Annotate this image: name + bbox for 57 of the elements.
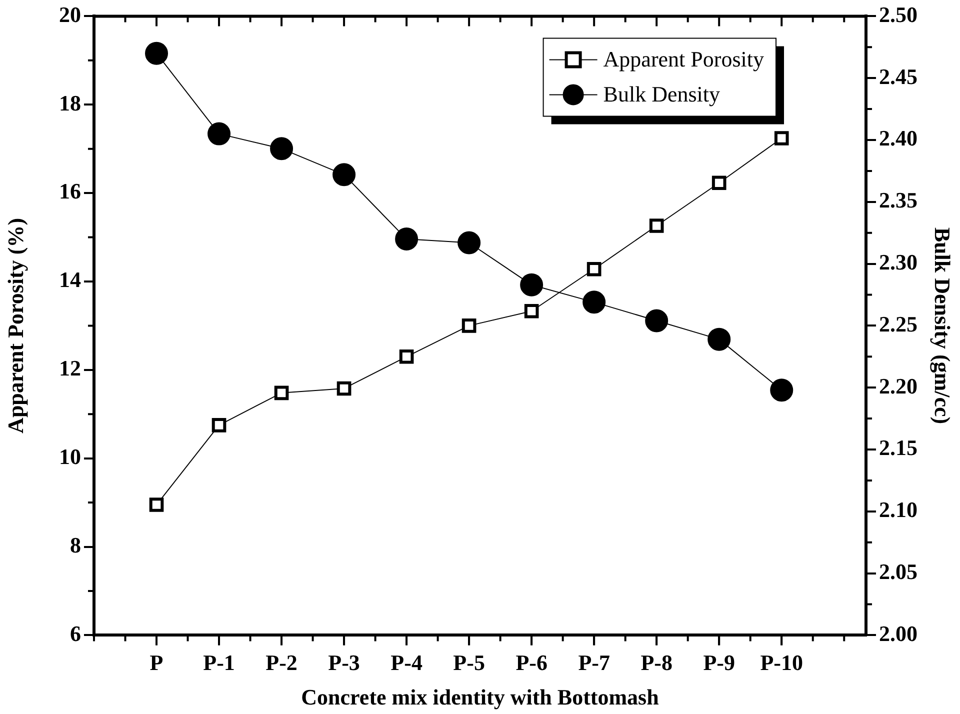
x-tick-label: P-8 xyxy=(640,650,672,676)
x-tick-label: P-9 xyxy=(703,650,735,676)
x-tick-label: P-4 xyxy=(390,650,422,676)
y-tick-label: 8 xyxy=(70,532,81,558)
y2-tick-label: 2.50 xyxy=(879,2,918,27)
y-tick-label: 10 xyxy=(59,444,81,470)
point xyxy=(586,262,602,276)
point xyxy=(458,231,481,254)
point xyxy=(149,498,164,512)
y-tick-label: 14 xyxy=(59,267,81,292)
y-tick-label: 20 xyxy=(59,2,81,27)
point xyxy=(395,228,418,251)
legend-label: Apparent Porosity xyxy=(603,46,764,72)
y-tick-label: 18 xyxy=(59,90,81,116)
point xyxy=(645,309,668,332)
point xyxy=(774,131,789,146)
x-tick-label: P-1 xyxy=(203,650,235,676)
x-tick-label: P-3 xyxy=(328,650,360,676)
point xyxy=(336,381,352,396)
point xyxy=(145,42,168,65)
y2-tick-label: 2.25 xyxy=(879,311,918,336)
x-tick-label: P-10 xyxy=(760,650,803,676)
point xyxy=(708,328,731,351)
y2-tick-label: 2.40 xyxy=(879,126,918,151)
y2-tick-label: 2.15 xyxy=(879,435,918,460)
y2-tick-label: 2.45 xyxy=(879,64,918,89)
y2-tick-label: 2.35 xyxy=(879,188,918,213)
y-tick-label: 6 xyxy=(70,620,81,646)
y-tick-label: 12 xyxy=(59,356,81,381)
point xyxy=(399,349,414,364)
y-axis-title: Apparent Porosity (%) xyxy=(2,218,28,434)
x-tick-label: P-7 xyxy=(578,650,610,676)
point xyxy=(212,418,226,432)
point xyxy=(582,290,606,314)
point xyxy=(462,318,476,333)
y2-tick-label: 2.30 xyxy=(879,249,918,274)
point xyxy=(649,218,664,233)
x-tick-label: P-2 xyxy=(266,650,298,676)
point xyxy=(274,386,289,400)
point xyxy=(524,304,539,318)
y2-tick-label: 2.10 xyxy=(879,497,918,522)
x-tick-label: P-6 xyxy=(516,650,548,676)
point xyxy=(770,378,794,402)
y2-tick-label: 2.05 xyxy=(879,558,918,584)
y2-tick-label: 2.20 xyxy=(879,373,918,398)
x-tick-label: P xyxy=(150,650,164,676)
x-tick-label: P-5 xyxy=(453,650,485,676)
y2-axis-title: Bulk Density (gm/cc) xyxy=(930,227,956,424)
y2-tick-label: 2.00 xyxy=(879,620,918,646)
legend-label: Bulk Density xyxy=(603,81,720,106)
point xyxy=(332,163,356,186)
point xyxy=(520,273,544,296)
point xyxy=(712,176,726,190)
y-tick-label: 16 xyxy=(59,178,81,204)
x-axis-title: Concrete mix identity with Bottomash xyxy=(301,684,659,710)
point xyxy=(208,122,231,146)
point xyxy=(270,137,294,160)
